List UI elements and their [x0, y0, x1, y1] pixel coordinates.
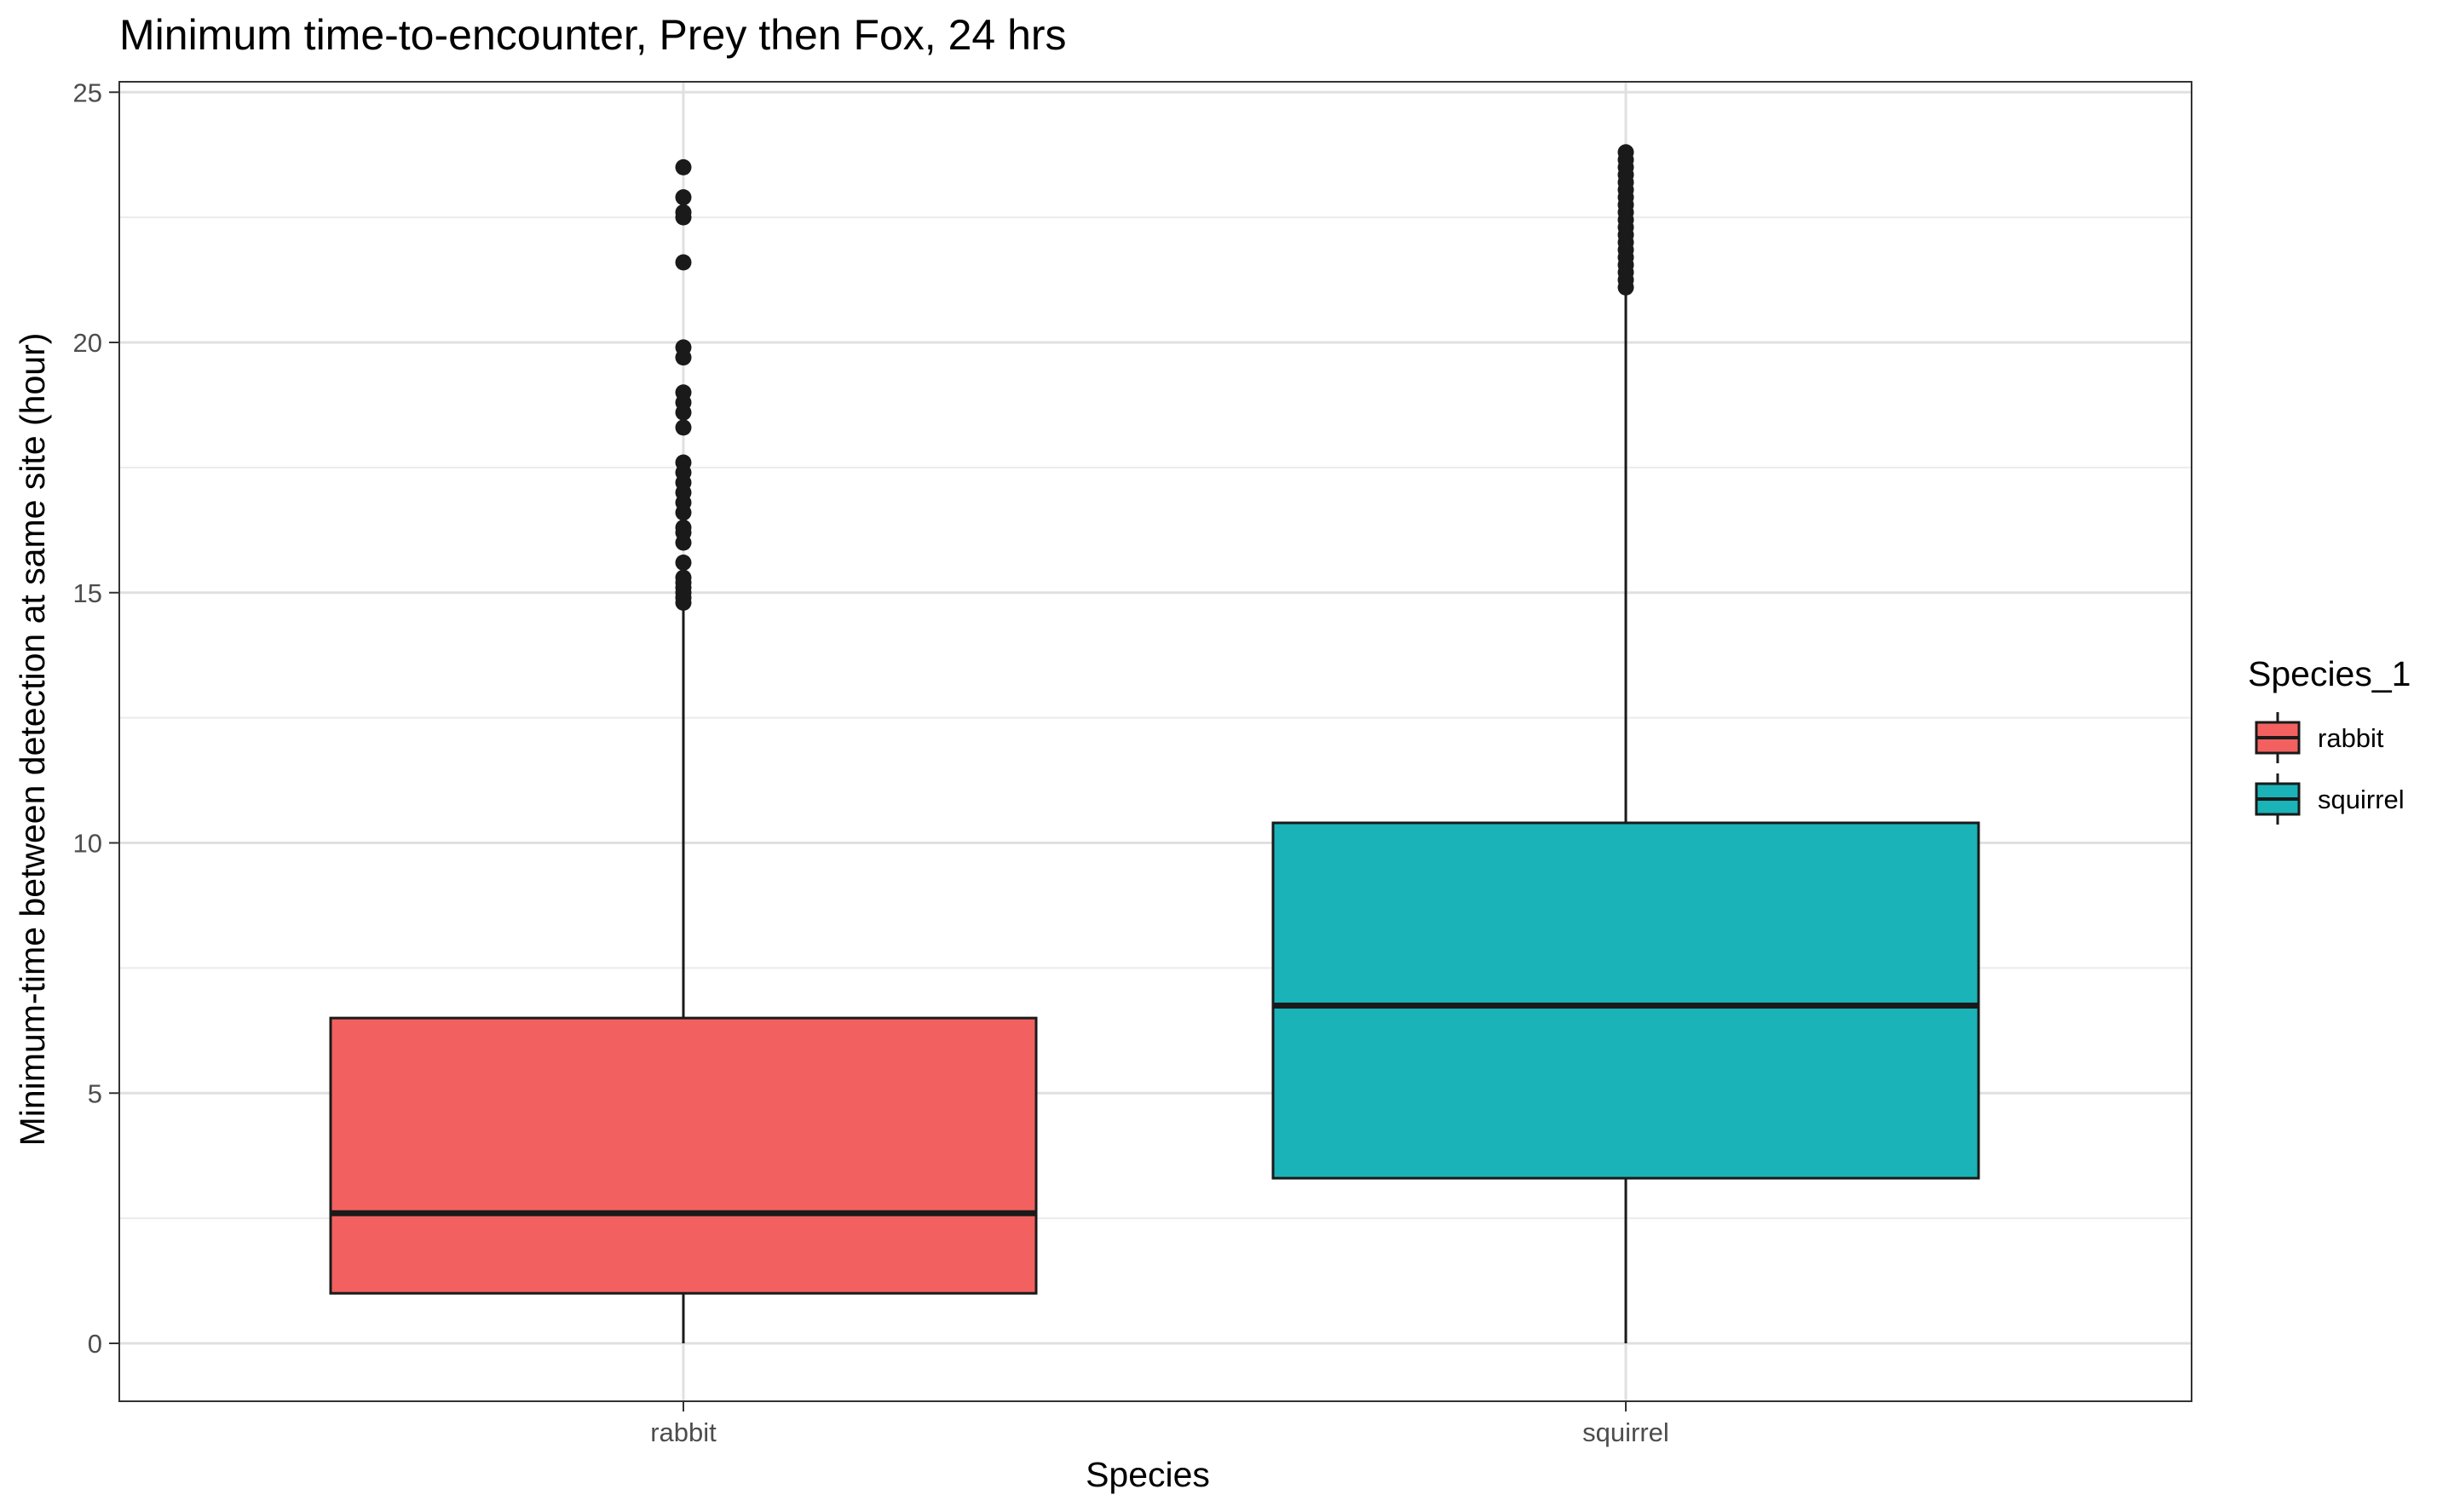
boxplot-rabbit — [329, 158, 1038, 1343]
x-axis-title: Species — [1086, 1455, 1210, 1494]
outlier-point — [675, 519, 692, 536]
y-axis: 0 5 10 15 20 25 — [73, 78, 119, 1359]
legend-label: squirrel — [2318, 785, 2405, 814]
y-tick-label: 15 — [73, 578, 102, 608]
gridlines — [119, 82, 2192, 1401]
box-iqr — [329, 1016, 1038, 1295]
outlier-point — [675, 204, 692, 221]
y-tick-label: 20 — [73, 328, 102, 358]
boxplot-squirrel — [1271, 144, 1980, 1343]
outlier-point — [675, 555, 692, 571]
legend-item-squirrel: squirrel — [2255, 773, 2405, 825]
x-tick-label: rabbit — [650, 1417, 717, 1447]
box-iqr — [1271, 821, 1980, 1180]
y-axis-title: Minimum-time between detection at same s… — [13, 333, 52, 1147]
plot-panel-border — [118, 81, 2192, 1402]
y-tick-label: 10 — [73, 829, 102, 859]
legend-item-rabbit: rabbit — [2255, 712, 2384, 763]
outlier-point — [675, 189, 692, 206]
x-axis: rabbit squirrel — [650, 1401, 1669, 1447]
chart-title: Minimum time-to-encounter, Prey then Fox… — [119, 11, 1067, 59]
y-tick-label: 5 — [88, 1078, 102, 1108]
legend: Species_1 rabbit squirrel — [2248, 654, 2411, 825]
boxplots — [329, 144, 1980, 1343]
outlier-point — [675, 158, 692, 175]
legend-title: Species_1 — [2248, 654, 2411, 693]
outlier-point — [675, 384, 692, 401]
outlier-point — [1617, 144, 1634, 161]
outlier-point — [675, 339, 692, 356]
outlier-point — [675, 254, 692, 271]
y-tick-label: 25 — [73, 78, 102, 107]
outlier-point — [675, 569, 692, 586]
outlier-point — [675, 454, 692, 471]
x-tick-label: squirrel — [1582, 1417, 1669, 1447]
outlier-point — [675, 419, 692, 436]
y-tick-label: 0 — [88, 1329, 102, 1359]
legend-label: rabbit — [2318, 723, 2384, 753]
